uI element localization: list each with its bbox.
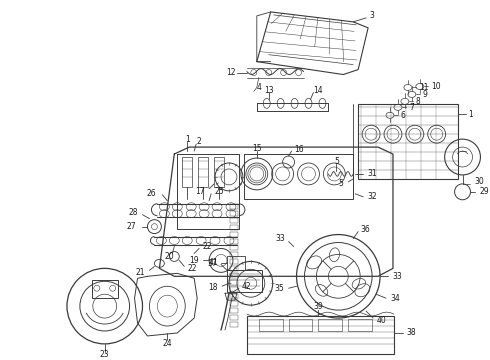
Bar: [230, 246, 238, 251]
Text: 21: 21: [136, 268, 146, 277]
Text: 20: 20: [165, 252, 174, 261]
Bar: [230, 225, 238, 230]
Text: 38: 38: [407, 328, 416, 337]
Bar: [318, 319, 343, 331]
Bar: [259, 319, 283, 331]
Bar: [230, 211, 238, 216]
Text: 35: 35: [275, 284, 285, 293]
Text: 39: 39: [314, 302, 323, 311]
Text: 42: 42: [242, 282, 251, 291]
Bar: [214, 157, 224, 187]
Text: 6: 6: [401, 111, 406, 120]
Text: 14: 14: [314, 86, 323, 95]
Bar: [230, 260, 238, 264]
Text: 2: 2: [197, 137, 201, 146]
Bar: [230, 322, 238, 327]
Text: 7: 7: [409, 103, 414, 112]
Text: 10: 10: [431, 82, 441, 91]
Text: 17: 17: [196, 187, 205, 196]
Text: 15: 15: [252, 144, 262, 153]
Bar: [227, 256, 245, 270]
Text: 32: 32: [367, 192, 377, 201]
Bar: [230, 252, 238, 257]
Bar: [348, 319, 372, 331]
Bar: [230, 273, 238, 278]
Text: 11: 11: [419, 83, 428, 92]
Bar: [92, 280, 118, 298]
Bar: [289, 319, 313, 331]
Text: 18: 18: [209, 283, 218, 292]
Text: 12: 12: [226, 68, 236, 77]
Text: 31: 31: [367, 170, 377, 179]
Bar: [230, 294, 238, 299]
Bar: [182, 157, 192, 187]
Text: 37: 37: [207, 259, 217, 268]
Text: 22: 22: [187, 264, 196, 273]
Text: 30: 30: [474, 177, 484, 186]
Text: 23: 23: [100, 350, 110, 359]
Bar: [230, 204, 238, 209]
Text: 36: 36: [360, 225, 370, 234]
Bar: [230, 266, 238, 271]
Text: 27: 27: [127, 222, 137, 231]
Text: 19: 19: [190, 256, 199, 265]
Bar: [230, 287, 238, 292]
Bar: [230, 218, 238, 222]
Bar: [358, 104, 458, 179]
Text: 22: 22: [202, 242, 212, 251]
Bar: [230, 301, 238, 306]
Text: 5: 5: [334, 157, 339, 166]
Bar: [230, 315, 238, 320]
Text: 41: 41: [208, 258, 218, 267]
Text: 29: 29: [479, 187, 489, 196]
Text: 16: 16: [294, 145, 304, 154]
Bar: [230, 280, 238, 285]
Text: 26: 26: [147, 189, 156, 198]
Text: 8: 8: [416, 97, 420, 106]
Bar: [230, 231, 238, 237]
Text: 25: 25: [214, 187, 224, 196]
Text: 24: 24: [163, 339, 172, 348]
Text: 4: 4: [256, 83, 261, 92]
Text: 40: 40: [377, 316, 387, 325]
Bar: [198, 157, 208, 187]
Text: 34: 34: [390, 294, 400, 303]
Text: 13: 13: [264, 86, 273, 95]
Text: 28: 28: [128, 208, 138, 217]
Bar: [230, 308, 238, 313]
Text: 33: 33: [276, 234, 286, 243]
Bar: [230, 239, 238, 243]
Text: 33: 33: [392, 272, 402, 281]
Text: 3: 3: [369, 12, 374, 21]
Text: 1: 1: [468, 110, 473, 119]
Bar: [247, 316, 394, 354]
Bar: [227, 270, 262, 292]
Text: 5: 5: [339, 179, 343, 188]
Text: 9: 9: [423, 90, 428, 99]
Text: 1: 1: [185, 135, 190, 144]
